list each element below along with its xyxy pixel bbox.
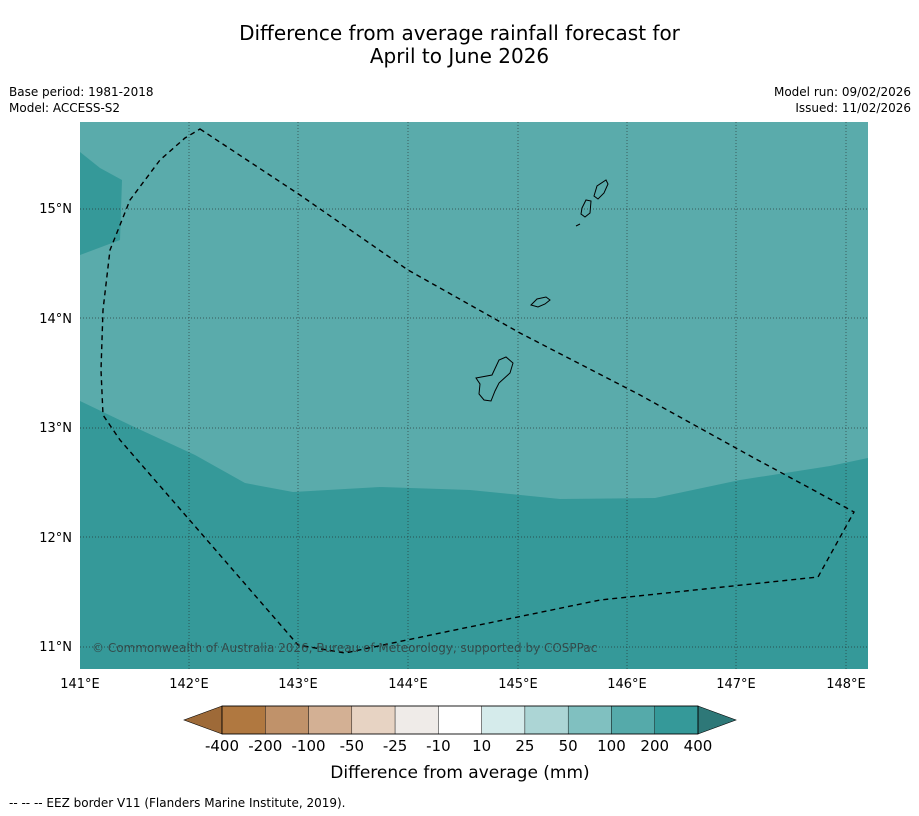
colorbar-tick-label: 10 <box>472 737 491 755</box>
eez-border <box>100 128 855 654</box>
colorbar-cell <box>438 705 482 735</box>
colorbar-cell <box>308 705 353 735</box>
lon-label-147: 147°E <box>716 677 756 692</box>
colorbar-cell <box>567 705 612 735</box>
colorbar-cell <box>524 705 569 735</box>
lat-label-14: 14°N <box>39 312 72 327</box>
lat-label-13: 13°N <box>39 421 72 436</box>
lon-label-141: 141°E <box>60 677 100 692</box>
colorbar-tick-label: -100 <box>292 737 326 755</box>
colorbar-cell <box>611 705 655 735</box>
island-guam-coastline <box>475 356 514 402</box>
colorbar-tick-label: -400 <box>205 737 239 755</box>
colorbar-cell <box>394 705 439 735</box>
lon-label-148: 148°E <box>826 677 866 692</box>
rain-region-200-400-south <box>80 401 868 669</box>
colorbar-tick-label: 100 <box>597 737 626 755</box>
colorbar-extend-high <box>697 705 737 735</box>
island-tinian-coastline <box>580 199 592 218</box>
lon-label-146: 146°E <box>607 677 647 692</box>
lon-label-142: 142°E <box>169 677 209 692</box>
colorbar-cell <box>481 705 526 735</box>
meta-left: Base period: 1981-2018 Model: ACCESS-S2 <box>9 84 154 116</box>
copyright-notice: © Commonwealth of Australia 2026, Bureau… <box>92 641 598 655</box>
colorbar-tick-label: -50 <box>340 737 365 755</box>
meta-right: Model run: 09/02/2026 Issued: 11/02/2026 <box>774 84 911 116</box>
lon-label-145: 145°E <box>498 677 538 692</box>
island-saipan-coastline <box>593 179 609 200</box>
colorbar-tick-label: 400 <box>684 737 713 755</box>
lat-label-11: 11°N <box>39 640 72 655</box>
eez-footnote: -- -- -- EEZ border V11 (Flanders Marine… <box>9 796 346 810</box>
colorbar: -400 -200 -100 -50 -25 -10 10 25 50 100 200 400 Dif… <box>183 705 737 783</box>
colorbar-tick-label: -200 <box>248 737 282 755</box>
base-period: Base period: 1981-2018 <box>9 85 154 99</box>
chart-title: Difference from average rainfall forecas… <box>0 22 919 68</box>
colorbar-cell <box>221 705 266 735</box>
colorbar-frame <box>221 705 699 735</box>
lon-label-143: 143°E <box>278 677 318 692</box>
rain-region-200-400-west <box>80 152 122 255</box>
lon-label-144: 144°E <box>388 677 428 692</box>
model-run: Model run: 09/02/2026 <box>773 85 911 99</box>
lat-label-12: 12°N <box>39 531 72 546</box>
colorbar-tick-label: 200 <box>640 737 669 755</box>
title-line-1: Difference from average rainfall forecas… <box>239 21 680 45</box>
colorbar-cell <box>265 705 309 735</box>
colorbar-title: Difference from average (mm) <box>330 763 589 783</box>
colorbar-cell <box>351 705 396 735</box>
colorbar-tick-label: -25 <box>383 737 408 755</box>
island-rota-coastline <box>530 296 551 308</box>
colorbar-extend-low <box>183 705 223 735</box>
model-name: Model: ACCESS-S2 <box>9 101 121 115</box>
issued-date: Issued: 11/02/2026 <box>795 101 911 115</box>
colorbar-tick-label: 50 <box>559 737 578 755</box>
colorbar-cell <box>654 705 699 735</box>
colorbar-tick-label: 25 <box>515 737 534 755</box>
colorbar-tick-label: -10 <box>426 737 451 755</box>
island-aguijan-coastline <box>575 223 581 227</box>
title-line-2: April to June 2026 <box>369 44 550 68</box>
lat-label-15: 15°N <box>39 202 72 217</box>
